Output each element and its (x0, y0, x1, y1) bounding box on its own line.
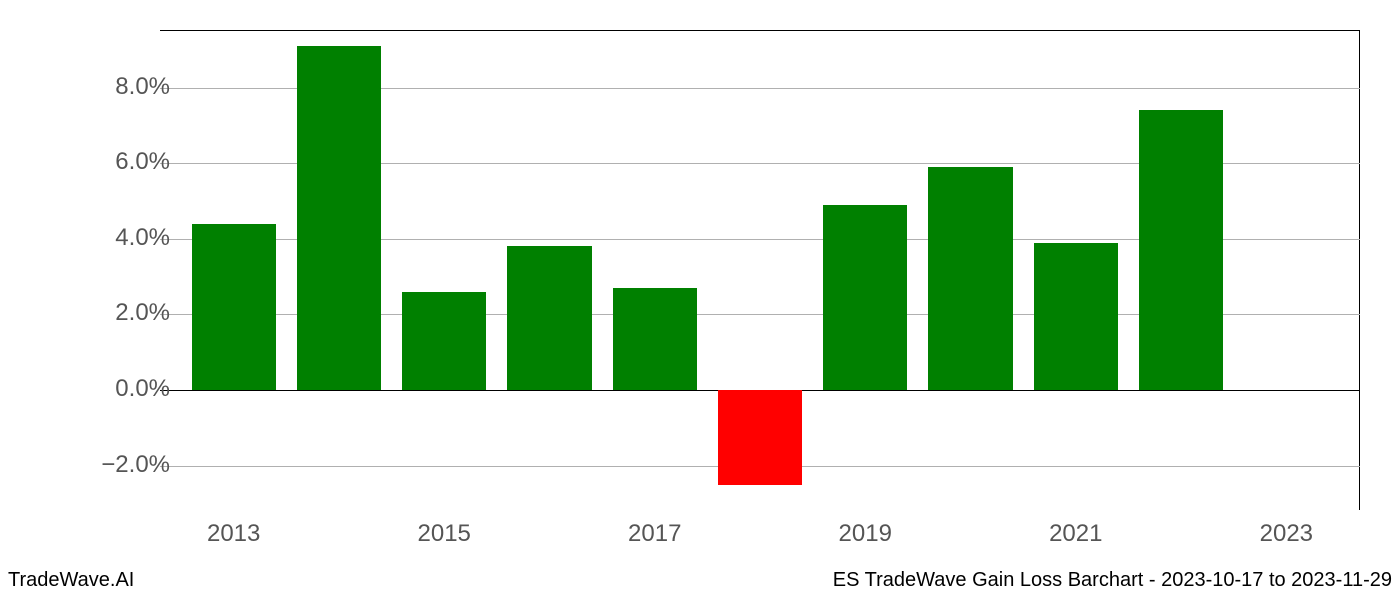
bar (297, 46, 381, 390)
y-tick-label: −2.0% (70, 451, 170, 479)
bar (402, 292, 486, 390)
bar (823, 205, 907, 390)
x-tick-label: 2023 (1260, 520, 1313, 548)
bar (192, 224, 276, 390)
y-tick-label: 0.0% (70, 375, 170, 403)
x-tick-label: 2013 (207, 520, 260, 548)
bar (1034, 243, 1118, 390)
bar (718, 390, 802, 484)
bar (613, 288, 697, 390)
x-tick-label: 2021 (1049, 520, 1102, 548)
y-tick-label: 6.0% (70, 148, 170, 176)
bar (1139, 110, 1223, 390)
x-tick-label: 2015 (418, 520, 471, 548)
footer-left-text: TradeWave.AI (8, 569, 134, 592)
y-tick-label: 8.0% (70, 73, 170, 101)
y-tick-label: 2.0% (70, 299, 170, 327)
x-tick-label: 2019 (839, 520, 892, 548)
footer-right-text: ES TradeWave Gain Loss Barchart - 2023-1… (833, 569, 1392, 592)
x-tick-label: 2017 (628, 520, 681, 548)
bar (507, 246, 591, 390)
y-tick-label: 4.0% (70, 224, 170, 252)
chart-container: 201320152017201920212023 (160, 30, 1380, 530)
plot-area: 201320152017201920212023 (160, 30, 1360, 510)
bar (928, 167, 1012, 390)
